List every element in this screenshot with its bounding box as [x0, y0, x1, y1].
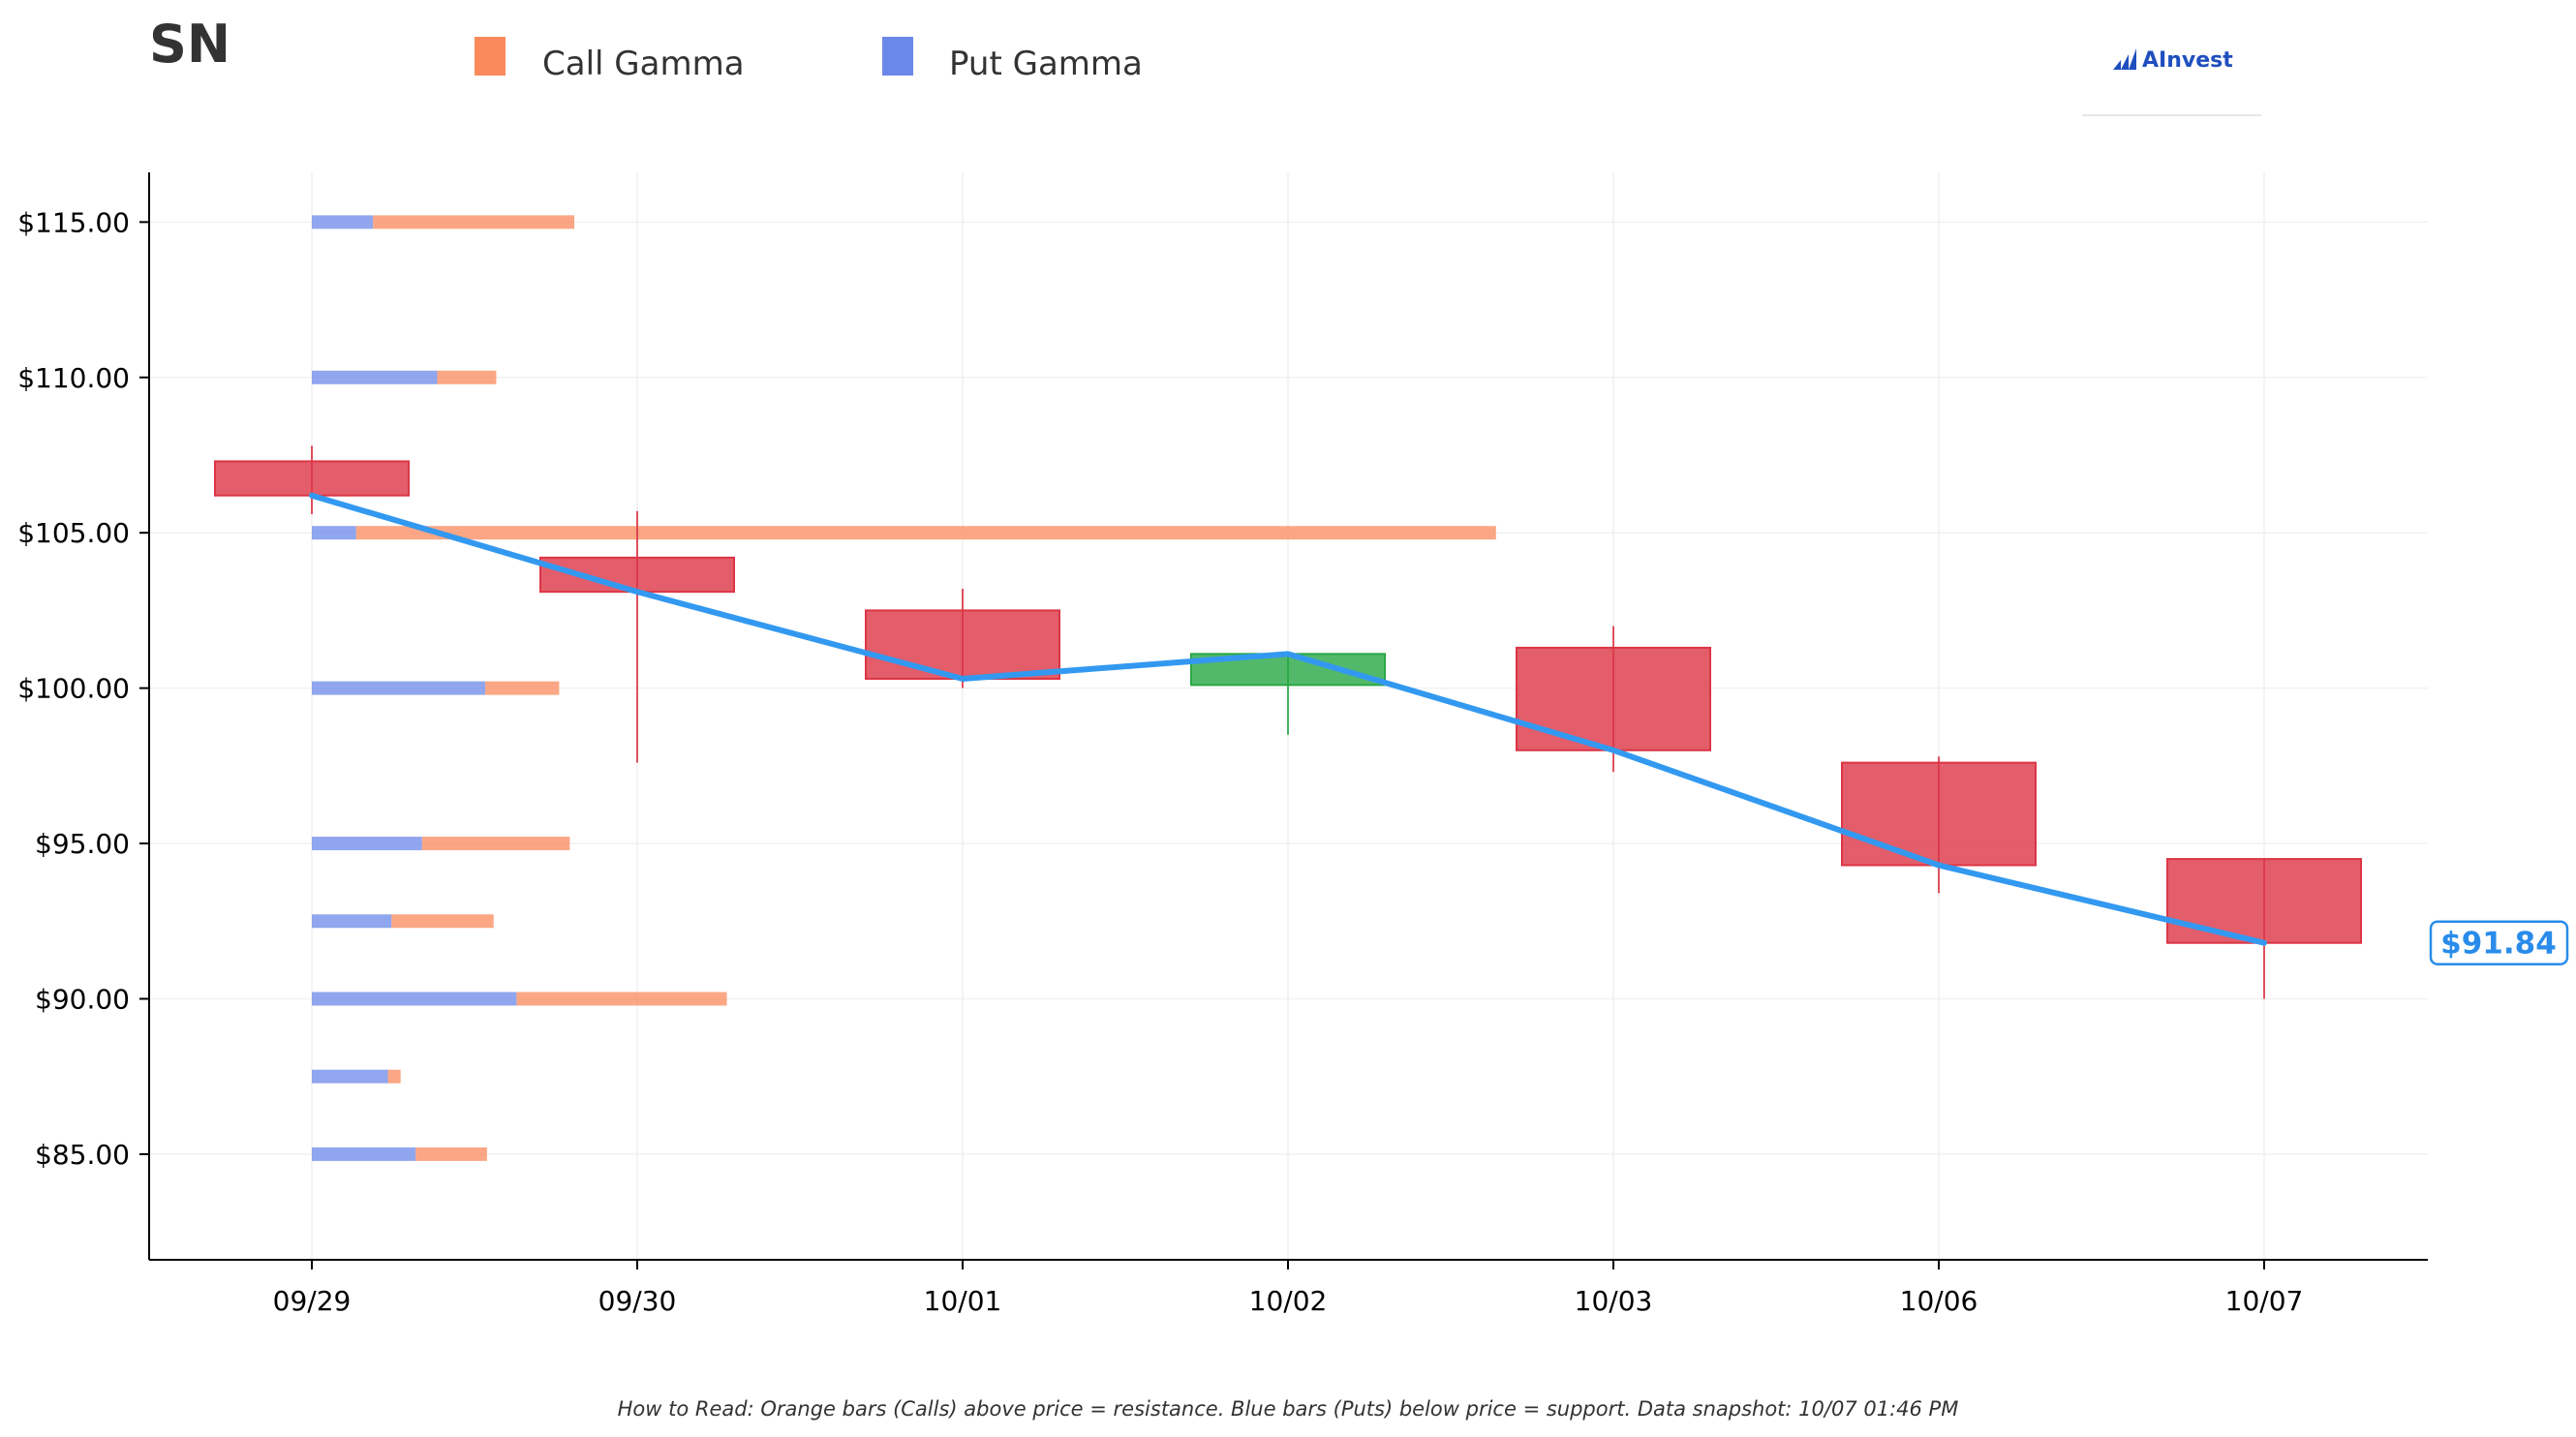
candle-body — [2166, 858, 2362, 944]
put-gamma-bar — [312, 215, 374, 229]
ainvest-logo-text: AInvest — [2142, 48, 2233, 73]
axes: $85.00 $90.00 $95.00 $100.00 $105.00 $110.00 $… — [17, 172, 2428, 1317]
how-to-read-footnote: How to Read: Orange bars (Calls) above p… — [617, 1397, 1959, 1421]
legend-call-label: Call Gamma — [542, 45, 745, 83]
put-gamma-bar — [312, 992, 517, 1006]
price-line — [309, 492, 2267, 946]
call-gamma-bar — [421, 837, 570, 851]
gamma-bars — [312, 215, 1496, 1161]
price-line-group — [309, 492, 2267, 946]
call-gamma-bar — [355, 526, 1496, 540]
put-gamma-bar — [312, 1069, 388, 1084]
x-tick-label: 09/30 — [598, 1285, 677, 1317]
y-tick-label: $85.00 — [35, 1139, 130, 1171]
legend-put-label: Put Gamma — [949, 45, 1143, 83]
call-gamma-bar — [387, 1069, 401, 1084]
y-tick-label: $115.00 — [17, 206, 130, 238]
call-gamma-bar — [485, 681, 560, 695]
x-tick-label: 10/06 — [1900, 1285, 1978, 1317]
y-tick-label: $110.00 — [17, 362, 130, 394]
candle-body — [865, 609, 1060, 680]
ainvest-logo-icon — [2113, 48, 2136, 70]
call-gamma-bar — [415, 1147, 487, 1161]
candle-body — [1841, 761, 2037, 867]
ticker-title: SN — [149, 14, 230, 75]
y-tick-label: $90.00 — [35, 983, 130, 1015]
put-gamma-bar — [312, 914, 392, 929]
current-price-group: $91.84 — [2429, 920, 2569, 965]
x-tick-label: 09/29 — [273, 1285, 352, 1317]
put-gamma-bar — [312, 526, 356, 540]
y-tick-label: $95.00 — [35, 828, 130, 860]
x-tick-label: 10/03 — [1575, 1285, 1653, 1317]
x-tick-label: 10/07 — [2225, 1285, 2304, 1317]
put-gamma-bar — [312, 1147, 416, 1161]
put-gamma-bar — [312, 837, 422, 851]
put-gamma-bar — [312, 681, 486, 695]
y-tick-label: $105.00 — [17, 517, 130, 549]
ainvest-logo: AInvest — [2082, 39, 2261, 116]
legend-call-swatch — [475, 37, 506, 76]
x-tick-label: 10/02 — [1249, 1285, 1328, 1317]
y-tick-label: $100.00 — [17, 673, 130, 705]
call-gamma-bar — [391, 914, 494, 929]
put-gamma-bar — [312, 370, 438, 384]
call-gamma-bar — [373, 215, 575, 229]
current-price-label: $91.84 — [2440, 927, 2557, 962]
candle-body — [214, 460, 410, 497]
legend-put-swatch — [882, 37, 913, 76]
candle-body — [1516, 646, 1711, 751]
call-gamma-bar — [437, 370, 497, 384]
x-tick-label: 10/01 — [924, 1285, 1002, 1317]
call-gamma-bar — [516, 992, 727, 1006]
candles — [214, 445, 2362, 999]
current-price-box — [2429, 920, 2569, 965]
